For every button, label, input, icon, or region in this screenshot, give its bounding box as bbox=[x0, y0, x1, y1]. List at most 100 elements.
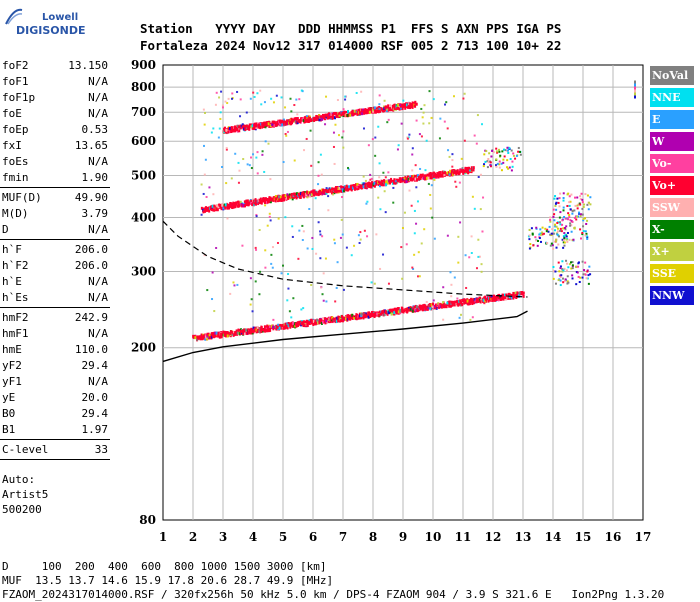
echo-trace-2-point bbox=[374, 110, 377, 114]
param-name: hmE bbox=[2, 343, 22, 356]
scatter-echo-point bbox=[200, 183, 203, 186]
echo-trace-0-point bbox=[279, 326, 282, 330]
echo-trace-0-point bbox=[377, 313, 380, 317]
echo-trace-1-point bbox=[428, 172, 431, 176]
echo-trace-0-point bbox=[277, 323, 280, 327]
echo-trace-1-point bbox=[281, 197, 284, 201]
param-name: B1 bbox=[2, 423, 16, 436]
spread-echo-point bbox=[529, 243, 532, 246]
scatter-echo-point bbox=[308, 208, 311, 211]
scatter-echo-point bbox=[270, 262, 273, 265]
spread-echo-point bbox=[585, 232, 588, 235]
echo-trace-0-point bbox=[485, 298, 488, 302]
echo-trace-0-point bbox=[453, 303, 456, 307]
scatter-echo-point bbox=[317, 183, 320, 186]
echo-trace-2-point bbox=[286, 122, 289, 126]
scatter-echo-point bbox=[370, 177, 373, 180]
spread-echo-point bbox=[571, 277, 574, 280]
spread-echo-point bbox=[560, 274, 563, 277]
echo-trace-2-point bbox=[261, 122, 264, 126]
scatter-echo-point bbox=[418, 275, 421, 278]
spread-echo-point bbox=[582, 273, 585, 276]
param-name: h`E bbox=[2, 275, 22, 288]
echo-trace-2-point bbox=[340, 113, 343, 117]
echo-trace-2-point bbox=[315, 117, 318, 121]
param-row-5: fxI 13.65 bbox=[2, 138, 108, 153]
echo-trace-2-point bbox=[403, 103, 406, 107]
echo-trace-0-point bbox=[380, 312, 383, 316]
scatter-echo-point bbox=[230, 177, 233, 180]
echo-trace-0-point bbox=[206, 337, 209, 341]
echo-trace-2-point bbox=[227, 127, 230, 131]
echo-trace-1-point bbox=[290, 192, 293, 196]
scatter-echo-point bbox=[482, 196, 485, 199]
echo-trace-0-point bbox=[347, 314, 350, 318]
echo-trace-1-point bbox=[463, 170, 466, 174]
echo-trace-2-point bbox=[255, 124, 258, 128]
spread-echo-point bbox=[549, 220, 552, 223]
echo-trace-1-point bbox=[277, 195, 280, 199]
echo-trace-0-point bbox=[337, 319, 340, 323]
param-row-10: D N/A bbox=[2, 222, 108, 237]
echo-trace-1-point bbox=[322, 190, 325, 194]
spread-echo-point bbox=[586, 236, 589, 239]
scatter-echo-point bbox=[378, 94, 381, 97]
echo-trace-0-point bbox=[499, 295, 502, 299]
spread-echo-point bbox=[577, 262, 580, 265]
spread-echo-point bbox=[528, 247, 531, 250]
spread-echo-point bbox=[586, 237, 589, 240]
echo-trace-0-point bbox=[259, 328, 262, 332]
scatter-echo-point bbox=[282, 161, 285, 164]
scatter-echo-point bbox=[256, 151, 259, 154]
echo-trace-2-point bbox=[393, 103, 396, 107]
spread-echo-point bbox=[561, 223, 564, 226]
spread-echo-point bbox=[550, 232, 553, 235]
echo-trace-1-point bbox=[441, 174, 444, 178]
scatter-echo-point bbox=[225, 148, 228, 151]
spread-echo-point bbox=[566, 204, 569, 207]
echo-trace-2-point bbox=[372, 108, 375, 112]
echo-trace-2-point bbox=[388, 107, 391, 111]
echo-trace-1-point bbox=[254, 200, 257, 204]
echo-trace-2-point bbox=[404, 106, 407, 110]
echo-trace-2-point bbox=[308, 118, 311, 122]
echo-trace-0-point bbox=[260, 326, 263, 330]
echo-trace-2-point bbox=[238, 129, 241, 133]
scatter-echo-point bbox=[224, 100, 227, 103]
scatter-echo-point bbox=[408, 189, 411, 192]
echo-trace-2-point bbox=[411, 102, 414, 106]
spread-echo-point bbox=[495, 147, 498, 150]
scatter-echo-point bbox=[387, 171, 390, 174]
scatter-echo-point bbox=[256, 92, 259, 95]
spread-echo-point bbox=[584, 217, 587, 220]
spread-echo-point bbox=[561, 270, 564, 273]
echo-trace-1-point bbox=[312, 189, 315, 193]
echo-trace-2-point bbox=[258, 124, 261, 128]
spread-echo-point bbox=[574, 196, 577, 199]
scatter-echo-point bbox=[478, 255, 481, 258]
echo-trace-1-point bbox=[470, 166, 473, 170]
scatter-echo-point bbox=[477, 238, 480, 241]
echo-trace-2-point bbox=[405, 103, 408, 107]
scatter-echo-point bbox=[473, 207, 476, 210]
spread-echo-point bbox=[561, 260, 564, 263]
param-row-13: h`E N/A bbox=[2, 274, 108, 289]
scatter-echo-point bbox=[471, 316, 474, 319]
echo-trace-1-point bbox=[351, 186, 354, 190]
echo-trace-2-point bbox=[229, 126, 232, 130]
spread-echo-point bbox=[559, 192, 562, 195]
scatter-echo-point bbox=[483, 302, 486, 305]
param-name: B0 bbox=[2, 407, 16, 420]
echo-trace-0-point bbox=[351, 316, 354, 320]
scatter-echo-point bbox=[202, 192, 205, 195]
echo-trace-0-point bbox=[255, 330, 258, 334]
echo-trace-1-point bbox=[403, 180, 406, 184]
echo-trace-2-point bbox=[302, 119, 305, 123]
scatter-echo-point bbox=[350, 254, 353, 257]
echo-trace-1-point bbox=[470, 170, 473, 174]
echo-trace-1-point bbox=[302, 195, 305, 199]
echo-trace-1-point bbox=[266, 197, 269, 201]
echo-trace-0-point bbox=[422, 305, 425, 309]
echo-trace-1-point bbox=[239, 200, 242, 204]
spread-echo-point bbox=[567, 192, 570, 195]
